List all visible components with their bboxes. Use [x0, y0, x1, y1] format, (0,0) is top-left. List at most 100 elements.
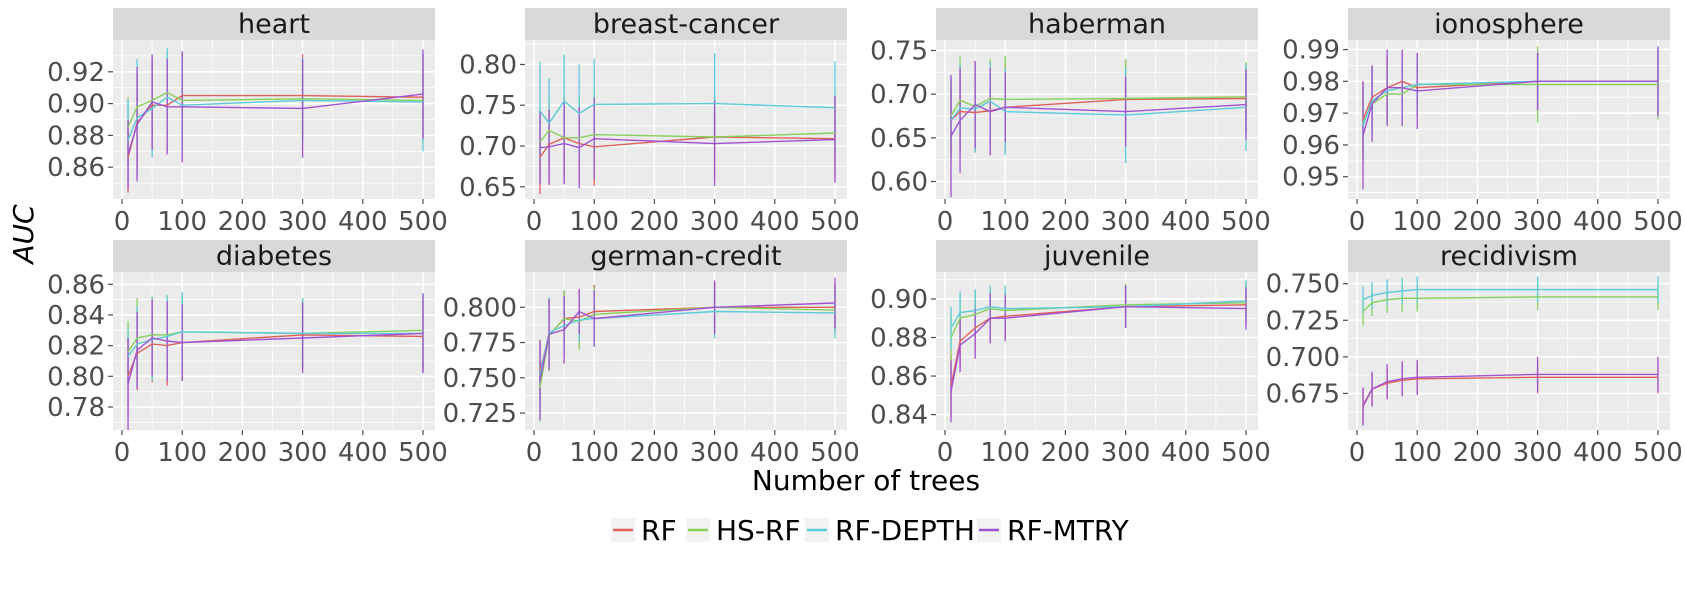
- series-line-RF: [950, 97, 1247, 121]
- facet-strip: [1348, 8, 1670, 40]
- y-tick-label: 0.65: [459, 173, 517, 203]
- x-tick-label: 300: [1513, 207, 1563, 237]
- legend-item-RF: RF: [611, 514, 677, 547]
- legend: RF HS-RF RF-DEPTH RF-MTRY: [611, 514, 1130, 547]
- x-tick-label: 300: [278, 438, 328, 468]
- series-line-RF-DEPTH: [950, 100, 1247, 121]
- x-tick-label: 100: [1392, 207, 1442, 237]
- x-tick-label: 500: [398, 207, 448, 237]
- facet-strip: [936, 240, 1258, 272]
- series-line-RF-MTRY: [127, 93, 424, 155]
- x-tick-label: 100: [980, 207, 1030, 237]
- facet-panel-heart: heart 0 100 200 300 400 500 0.860.880.900.92: [47, 8, 448, 237]
- series-layer: [539, 53, 836, 195]
- x-tick-label: 0: [1349, 438, 1366, 468]
- plot-background: [1348, 272, 1670, 430]
- series-layer: [539, 277, 836, 422]
- y-tick-label: 0.96: [1282, 131, 1340, 161]
- x-tick-label: 400: [1573, 438, 1623, 468]
- series-line-RF-DEPTH: [127, 331, 423, 357]
- x-tick-label: 100: [569, 207, 619, 237]
- y-tick-label: 0.80: [47, 362, 105, 392]
- facet-title: haberman: [1028, 9, 1166, 40]
- x-tick-label: 200: [218, 207, 268, 237]
- y-tick-label: 0.86: [47, 153, 105, 183]
- x-tick-label: 100: [157, 207, 207, 237]
- facet-strip: [113, 240, 435, 272]
- plot-background: [525, 272, 847, 430]
- plot-background: [1348, 40, 1670, 199]
- series-layer: [950, 55, 1247, 198]
- series-line-RF-MTRY: [1362, 80, 1658, 136]
- x-tick-label: 100: [1392, 438, 1442, 468]
- y-tick-label: 0.90: [47, 90, 105, 120]
- x-tick-label: 300: [690, 207, 740, 237]
- x-tick-label: 300: [1101, 438, 1151, 468]
- y-tick-label: 0.80: [459, 50, 517, 80]
- series-line-HS-RF: [539, 129, 836, 143]
- x-tick-label: 500: [1221, 438, 1271, 468]
- x-tick-label: 200: [1041, 438, 1091, 468]
- x-tick-label: 0: [526, 207, 543, 237]
- facet-strip: [936, 8, 1258, 40]
- y-tick-label: 0.90: [870, 285, 928, 315]
- x-tick-label: 400: [750, 207, 800, 237]
- series-layer: [1362, 46, 1659, 190]
- legend-item-RF-MTRY: RF-MTRY: [977, 514, 1130, 547]
- x-tick-label: 400: [338, 438, 388, 468]
- series-line-HS-RF: [127, 91, 424, 128]
- y-tick-label: 0.725: [1266, 306, 1340, 336]
- series-line-HS-RF: [1362, 296, 1658, 313]
- y-tick-label: 0.86: [47, 270, 105, 300]
- x-tick-label: 0: [526, 438, 543, 468]
- x-tick-label: 200: [630, 207, 680, 237]
- facet-panel-german-credit: german-credit 0 100 200 300 400 500 0.725 0.750 0…: [443, 240, 860, 468]
- facet-strip: [525, 8, 847, 40]
- x-tick-label: 0: [937, 438, 954, 468]
- x-tick-label: 500: [810, 438, 860, 468]
- y-tick-label: 0.86: [870, 362, 928, 392]
- facet-panel-recidivism: recidivism 0 100 200 300 400 500 0.675 0.700 0.72…: [1266, 240, 1683, 468]
- series-line-RF: [127, 334, 424, 377]
- series-layer: [127, 291, 424, 430]
- y-tick-label: 0.700: [1266, 343, 1340, 373]
- y-tick-label: 0.70: [870, 80, 928, 110]
- series-line-RF-DEPTH: [1362, 288, 1658, 301]
- series-line-HS-RF: [950, 302, 1247, 338]
- x-tick-label: 400: [338, 207, 388, 237]
- facet-strip: [525, 240, 847, 272]
- y-tick-label: 0.95: [1282, 163, 1340, 193]
- facet-title: diabetes: [216, 241, 332, 272]
- series-layer: [1362, 276, 1659, 426]
- y-tick-label: 0.78: [47, 393, 105, 423]
- series-line-RF: [127, 94, 424, 158]
- x-tick-label: 400: [1161, 207, 1211, 237]
- x-tick-label: 0: [114, 207, 131, 237]
- y-tick-label: 0.75: [870, 36, 928, 66]
- series-line-RF-MTRY: [950, 305, 1247, 392]
- facet-panel-diabetes: diabetes 0 100 200 300 400 500 0.780.800.820.84…: [47, 240, 448, 468]
- legend-item-RF-DEPTH: RF-DEPTH: [805, 514, 975, 547]
- x-tick-label: 300: [1101, 207, 1151, 237]
- series-line-RF-MTRY: [1362, 373, 1658, 407]
- x-tick-label: 400: [1161, 438, 1211, 468]
- facet-title: juvenile: [1043, 241, 1150, 272]
- x-tick-label: 100: [157, 438, 207, 468]
- facet-panel-juvenile: juvenile 0 100 200 300 400 500 0.84 0.86 0.88 0.90: [870, 240, 1271, 468]
- x-tick-label: 0: [937, 207, 954, 237]
- facet-strip: [113, 8, 435, 40]
- x-tick-label: 300: [690, 438, 740, 468]
- y-tick-label: 0.725: [443, 399, 517, 429]
- legend-label: RF: [641, 514, 677, 547]
- x-tick-label: 400: [1573, 207, 1623, 237]
- facet-title: ionosphere: [1434, 9, 1584, 40]
- facet-panel-breast-cancer: breast-cancer 0 100 200 300 400 500 0.65 0.70 0.7…: [459, 8, 860, 237]
- x-tick-label: 0: [114, 438, 131, 468]
- x-tick-label: 400: [750, 438, 800, 468]
- x-tick-label: 500: [1633, 438, 1683, 468]
- y-tick-label: 0.775: [443, 329, 517, 359]
- x-tick-label: 200: [1453, 207, 1503, 237]
- y-tick-label: 0.97: [1282, 99, 1340, 129]
- legend-label: HS-RF: [716, 514, 801, 547]
